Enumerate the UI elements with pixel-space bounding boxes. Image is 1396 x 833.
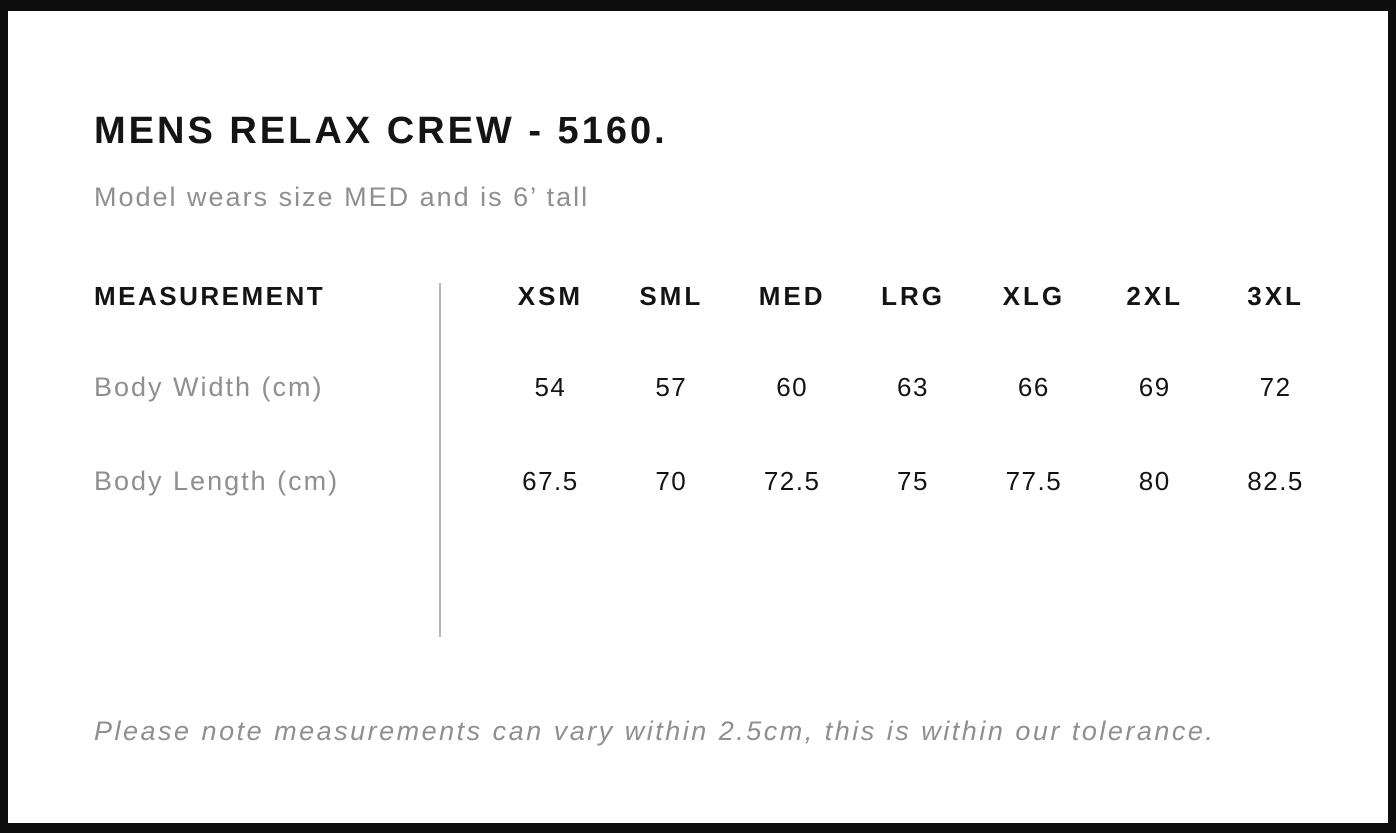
size-chart-table: MEASUREMENT XSM SML MED LRG XLG 2XL 3XL …	[94, 283, 1340, 637]
measurement-column-header: MEASUREMENT	[94, 281, 326, 311]
table-cell: 66	[1017, 372, 1050, 402]
table-cell: 77.5	[1005, 466, 1063, 496]
size-header-3xl: 3XL	[1247, 281, 1304, 311]
row-label-body-length: Body Length (cm)	[94, 466, 340, 496]
table-cell: 80	[1138, 466, 1171, 496]
table-cell: 67.5	[522, 466, 579, 496]
table-header-row: MEASUREMENT XSM SML MED LRG XLG 2XL 3XL	[94, 283, 1340, 310]
table-row-body-length: Body Length (cm) 67.5 70 72.5 75 77.5 80…	[94, 468, 1340, 495]
table-cell: 57	[655, 372, 688, 402]
size-guide: MENS RELAX CREW - 5160. Model wears size…	[8, 112, 1388, 746]
table-cell: 60	[776, 372, 809, 402]
body-length-value-cells: 67.5 70 72.5 75 77.5 80 82.5	[490, 468, 1336, 495]
size-header-cells: XSM SML MED LRG XLG 2XL 3XL	[490, 283, 1336, 310]
size-header-xsm: XSM	[517, 281, 584, 311]
table-cell: 72	[1259, 372, 1292, 402]
table-cell: 72.5	[763, 466, 821, 496]
size-header-sml: SML	[639, 281, 704, 311]
size-header-xlg: XLG	[1002, 281, 1066, 311]
table-cell: 75	[897, 466, 929, 496]
page-title: MENS RELAX CREW - 5160.	[94, 110, 668, 152]
size-header-med: MED	[758, 281, 826, 311]
model-size-subtitle: Model wears size MED and is 6’ tall	[94, 182, 590, 212]
tolerance-note: Please note measurements can vary within…	[94, 716, 1216, 746]
table-cell: 69	[1138, 372, 1171, 402]
size-header-lrg: LRG	[881, 281, 945, 311]
table-cell: 54	[534, 372, 567, 402]
vertical-divider	[439, 283, 441, 637]
size-header-2xl: 2XL	[1126, 281, 1184, 311]
row-label-body-width: Body Width (cm)	[94, 372, 324, 402]
table-cell: 63	[897, 372, 929, 402]
table-cell: 82.5	[1247, 466, 1304, 496]
body-width-value-cells: 54 57 60 63 66 69 72	[490, 374, 1336, 401]
table-row-body-width: Body Width (cm) 54 57 60 63 66 69 72	[94, 374, 1340, 401]
table-cell: 70	[655, 466, 688, 496]
